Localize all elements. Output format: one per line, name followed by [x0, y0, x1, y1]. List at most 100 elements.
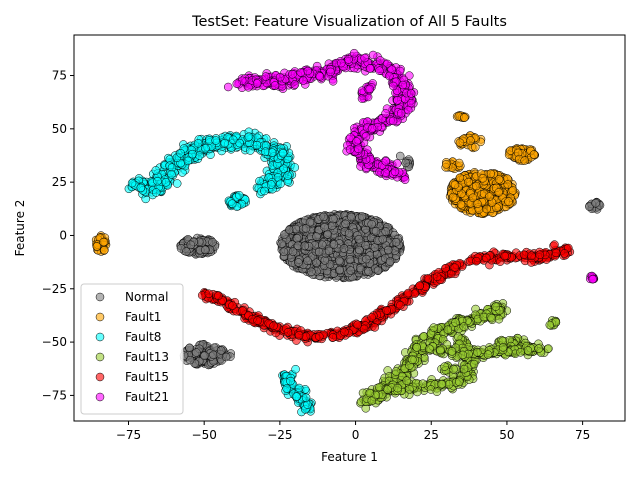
data-point: [444, 380, 454, 389]
data-point: [401, 158, 410, 168]
data-point: [176, 149, 185, 158]
data-point: [172, 179, 182, 188]
data-point: [301, 224, 311, 233]
data-point: [373, 266, 383, 276]
data-point: [361, 241, 370, 250]
data-point: [432, 387, 442, 396]
data-point: [550, 240, 559, 249]
data-point: [365, 84, 375, 94]
data-point: [260, 186, 269, 196]
data-point: [182, 247, 191, 256]
y-tick-label: 50: [52, 122, 67, 136]
data-point: [314, 247, 324, 257]
data-point: [290, 80, 300, 89]
data-point: [396, 109, 406, 118]
data-point: [371, 226, 381, 236]
data-point: [381, 168, 390, 177]
data-point: [588, 274, 597, 284]
data-point: [290, 163, 300, 172]
data-point: [381, 227, 390, 236]
data-point: [472, 181, 481, 191]
data-point: [354, 234, 364, 244]
data-point: [382, 306, 391, 315]
data-point: [238, 306, 247, 316]
data-point: [406, 89, 416, 98]
x-tick-label: 25: [424, 428, 439, 442]
data-point: [460, 113, 469, 122]
data-point: [425, 344, 434, 353]
data-point: [269, 321, 278, 331]
data-point: [449, 365, 458, 374]
data-point: [92, 242, 102, 251]
data-point: [221, 352, 231, 362]
data-point: [355, 245, 364, 255]
data-point: [408, 355, 417, 365]
data-point: [341, 219, 350, 229]
data-point: [436, 345, 445, 355]
data-point: [383, 385, 392, 394]
data-point: [252, 79, 262, 88]
x-tick-label: −50: [192, 428, 217, 442]
data-point: [127, 178, 137, 188]
data-point: [365, 388, 374, 398]
data-point: [504, 197, 513, 206]
data-point: [395, 151, 405, 161]
data-point: [451, 318, 460, 327]
data-point: [252, 140, 262, 150]
data-point: [294, 258, 303, 267]
y-tick-label: 0: [59, 228, 67, 242]
data-point: [472, 256, 481, 266]
data-point: [193, 139, 203, 148]
data-point: [292, 392, 301, 401]
data-point: [288, 247, 298, 256]
data-point: [520, 156, 529, 165]
data-point: [370, 323, 380, 332]
data-point: [151, 166, 161, 175]
data-point: [498, 343, 508, 352]
series-normal: [176, 151, 605, 370]
data-point: [312, 232, 321, 241]
x-axis: −75 −50 −25 0 25 50 75: [116, 421, 590, 442]
data-point: [442, 160, 451, 169]
data-point: [195, 151, 204, 160]
data-point: [491, 302, 501, 311]
series-fault1: [91, 111, 540, 256]
data-point: [458, 350, 468, 360]
data-point: [261, 72, 271, 81]
data-point: [398, 80, 408, 90]
data-point: [335, 265, 345, 275]
data-point: [228, 301, 237, 310]
data-point: [440, 362, 449, 371]
legend-marker: [95, 352, 105, 362]
data-point: [441, 263, 450, 273]
data-point: [266, 180, 276, 189]
legend-label: Normal: [125, 290, 168, 304]
data-point: [328, 77, 338, 86]
data-point: [535, 250, 545, 260]
data-point: [545, 320, 555, 330]
data-point: [270, 81, 280, 90]
data-point: [560, 249, 569, 258]
data-point: [278, 149, 288, 158]
data-point: [403, 288, 413, 298]
data-point: [381, 109, 390, 118]
data-point: [519, 250, 529, 259]
x-axis-label: Feature 1: [321, 450, 378, 464]
data-point: [456, 200, 466, 209]
data-point: [344, 228, 354, 238]
data-point: [324, 246, 334, 256]
data-point: [469, 359, 479, 369]
data-point: [500, 251, 509, 261]
data-point: [388, 81, 398, 91]
data-point: [349, 48, 359, 58]
data-point: [393, 383, 402, 393]
data-point: [201, 144, 210, 153]
data-point: [214, 291, 223, 300]
data-point: [255, 176, 264, 186]
data-point: [335, 256, 344, 266]
data-point: [393, 96, 402, 105]
data-point: [347, 212, 356, 222]
x-tick-label: 75: [575, 428, 590, 442]
